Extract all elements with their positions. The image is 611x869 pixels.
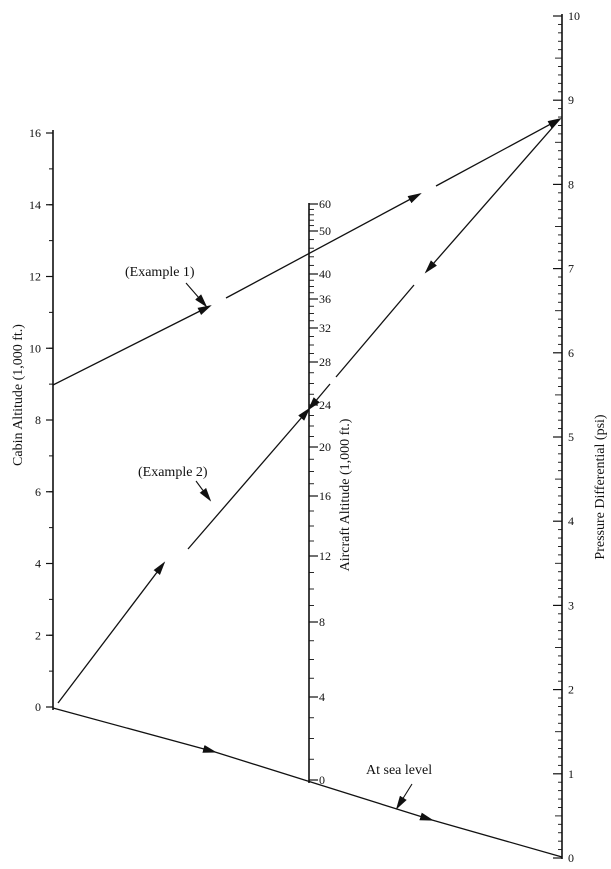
pressure-differential-title: Pressure Differential (psi) [593, 414, 608, 559]
aircraft-tick-label: 50 [319, 224, 331, 238]
example1-pointer [185, 282, 208, 308]
cabin-tick-label: 4 [35, 557, 41, 571]
aircraft-tick-label: 60 [319, 197, 331, 211]
pressure-tick-label: 5 [568, 430, 574, 444]
aircraft-tick-label: 36 [319, 292, 331, 306]
cabin-tick-label: 0 [35, 700, 41, 714]
aircraft-tick-label: 8 [319, 615, 325, 629]
aircraft-tick-label: 24 [319, 398, 331, 412]
pressure-tick-label: 0 [568, 851, 574, 865]
pressure-tick-label: 2 [568, 683, 574, 697]
example2-return-line [307, 118, 561, 411]
pressure-tick-label: 10 [568, 9, 580, 23]
pressure-differential-ticks: 0 1 2 3 4 5 6 7 8 9 10 [553, 9, 580, 865]
example2-label: (Example 2) [138, 465, 208, 480]
aircraft-tick-label: 16 [319, 489, 331, 503]
cabin-tick-label: 12 [29, 270, 41, 284]
cabin-tick-label: 16 [29, 126, 41, 140]
pressure-tick-label: 1 [568, 767, 574, 781]
cabin-altitude-ticks: 0 2 4 6 8 10 12 14 16 [29, 126, 53, 714]
cabin-tick-label: 14 [29, 198, 41, 212]
aircraft-tick-label: 20 [319, 440, 331, 454]
pressure-tick-label: 7 [568, 262, 574, 276]
aircraft-tick-label: 12 [319, 549, 331, 563]
cabin-altitude-title: Cabin Altitude (1,000 ft.) [11, 324, 26, 466]
sea-level-pointer [395, 783, 413, 810]
pressure-tick-label: 9 [568, 93, 574, 107]
aircraft-altitude-ticks: 0 4 8 12 16 20 24 28 32 36 40 50 60 [309, 197, 331, 787]
aircraft-tick-label: 32 [319, 321, 331, 335]
aircraft-tick-label: 28 [319, 355, 331, 369]
example2-pointer [195, 480, 212, 502]
cabin-tick-label: 10 [29, 341, 41, 355]
aircraft-altitude-title: Aircraft Altitude (1,000 ft.) [338, 418, 353, 571]
example1-line [52, 118, 562, 386]
cabin-tick-label: 8 [35, 413, 41, 427]
example1-label: (Example 1) [125, 265, 195, 280]
pressure-tick-label: 4 [568, 514, 574, 528]
pressure-tick-label: 3 [568, 598, 574, 612]
cabin-tick-label: 2 [35, 628, 41, 642]
example2-line [57, 407, 311, 704]
sea-level-label: At sea level [366, 763, 432, 778]
aircraft-tick-label: 4 [319, 690, 325, 704]
pressure-tick-label: 6 [568, 346, 574, 360]
pressure-tick-label: 8 [568, 177, 574, 191]
cabin-tick-label: 6 [35, 485, 41, 499]
sea-level-line [52, 707, 563, 858]
aircraft-tick-label: 0 [319, 773, 325, 787]
aircraft-tick-label: 40 [319, 267, 331, 281]
